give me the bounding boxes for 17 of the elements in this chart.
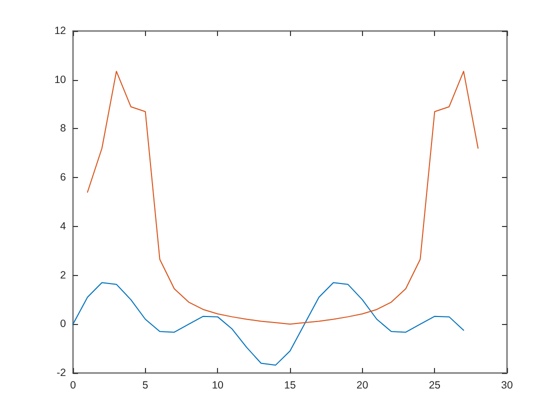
x-tick-label: 20	[356, 380, 368, 392]
y-tick-label: 12	[54, 25, 66, 37]
y-tick-label: 0	[60, 318, 66, 330]
y-tick-label: 8	[60, 122, 66, 135]
x-tick-label: 15	[284, 380, 296, 392]
x-tick-label: 0	[70, 380, 76, 392]
x-tick-label: 10	[212, 380, 224, 392]
x-tick-label: 25	[428, 380, 441, 392]
x-tick-label: 30	[501, 380, 513, 392]
y-tick-label: 4	[60, 220, 66, 232]
line-series	[86, 70, 479, 325]
x-tick-label: 5	[142, 380, 148, 392]
line-series	[72, 282, 464, 366]
y-tick-label: 10	[54, 74, 66, 86]
y-tick-label: 2	[60, 269, 66, 282]
y-tick-label: 6	[60, 172, 66, 184]
y-tick-label: -2	[56, 367, 66, 379]
